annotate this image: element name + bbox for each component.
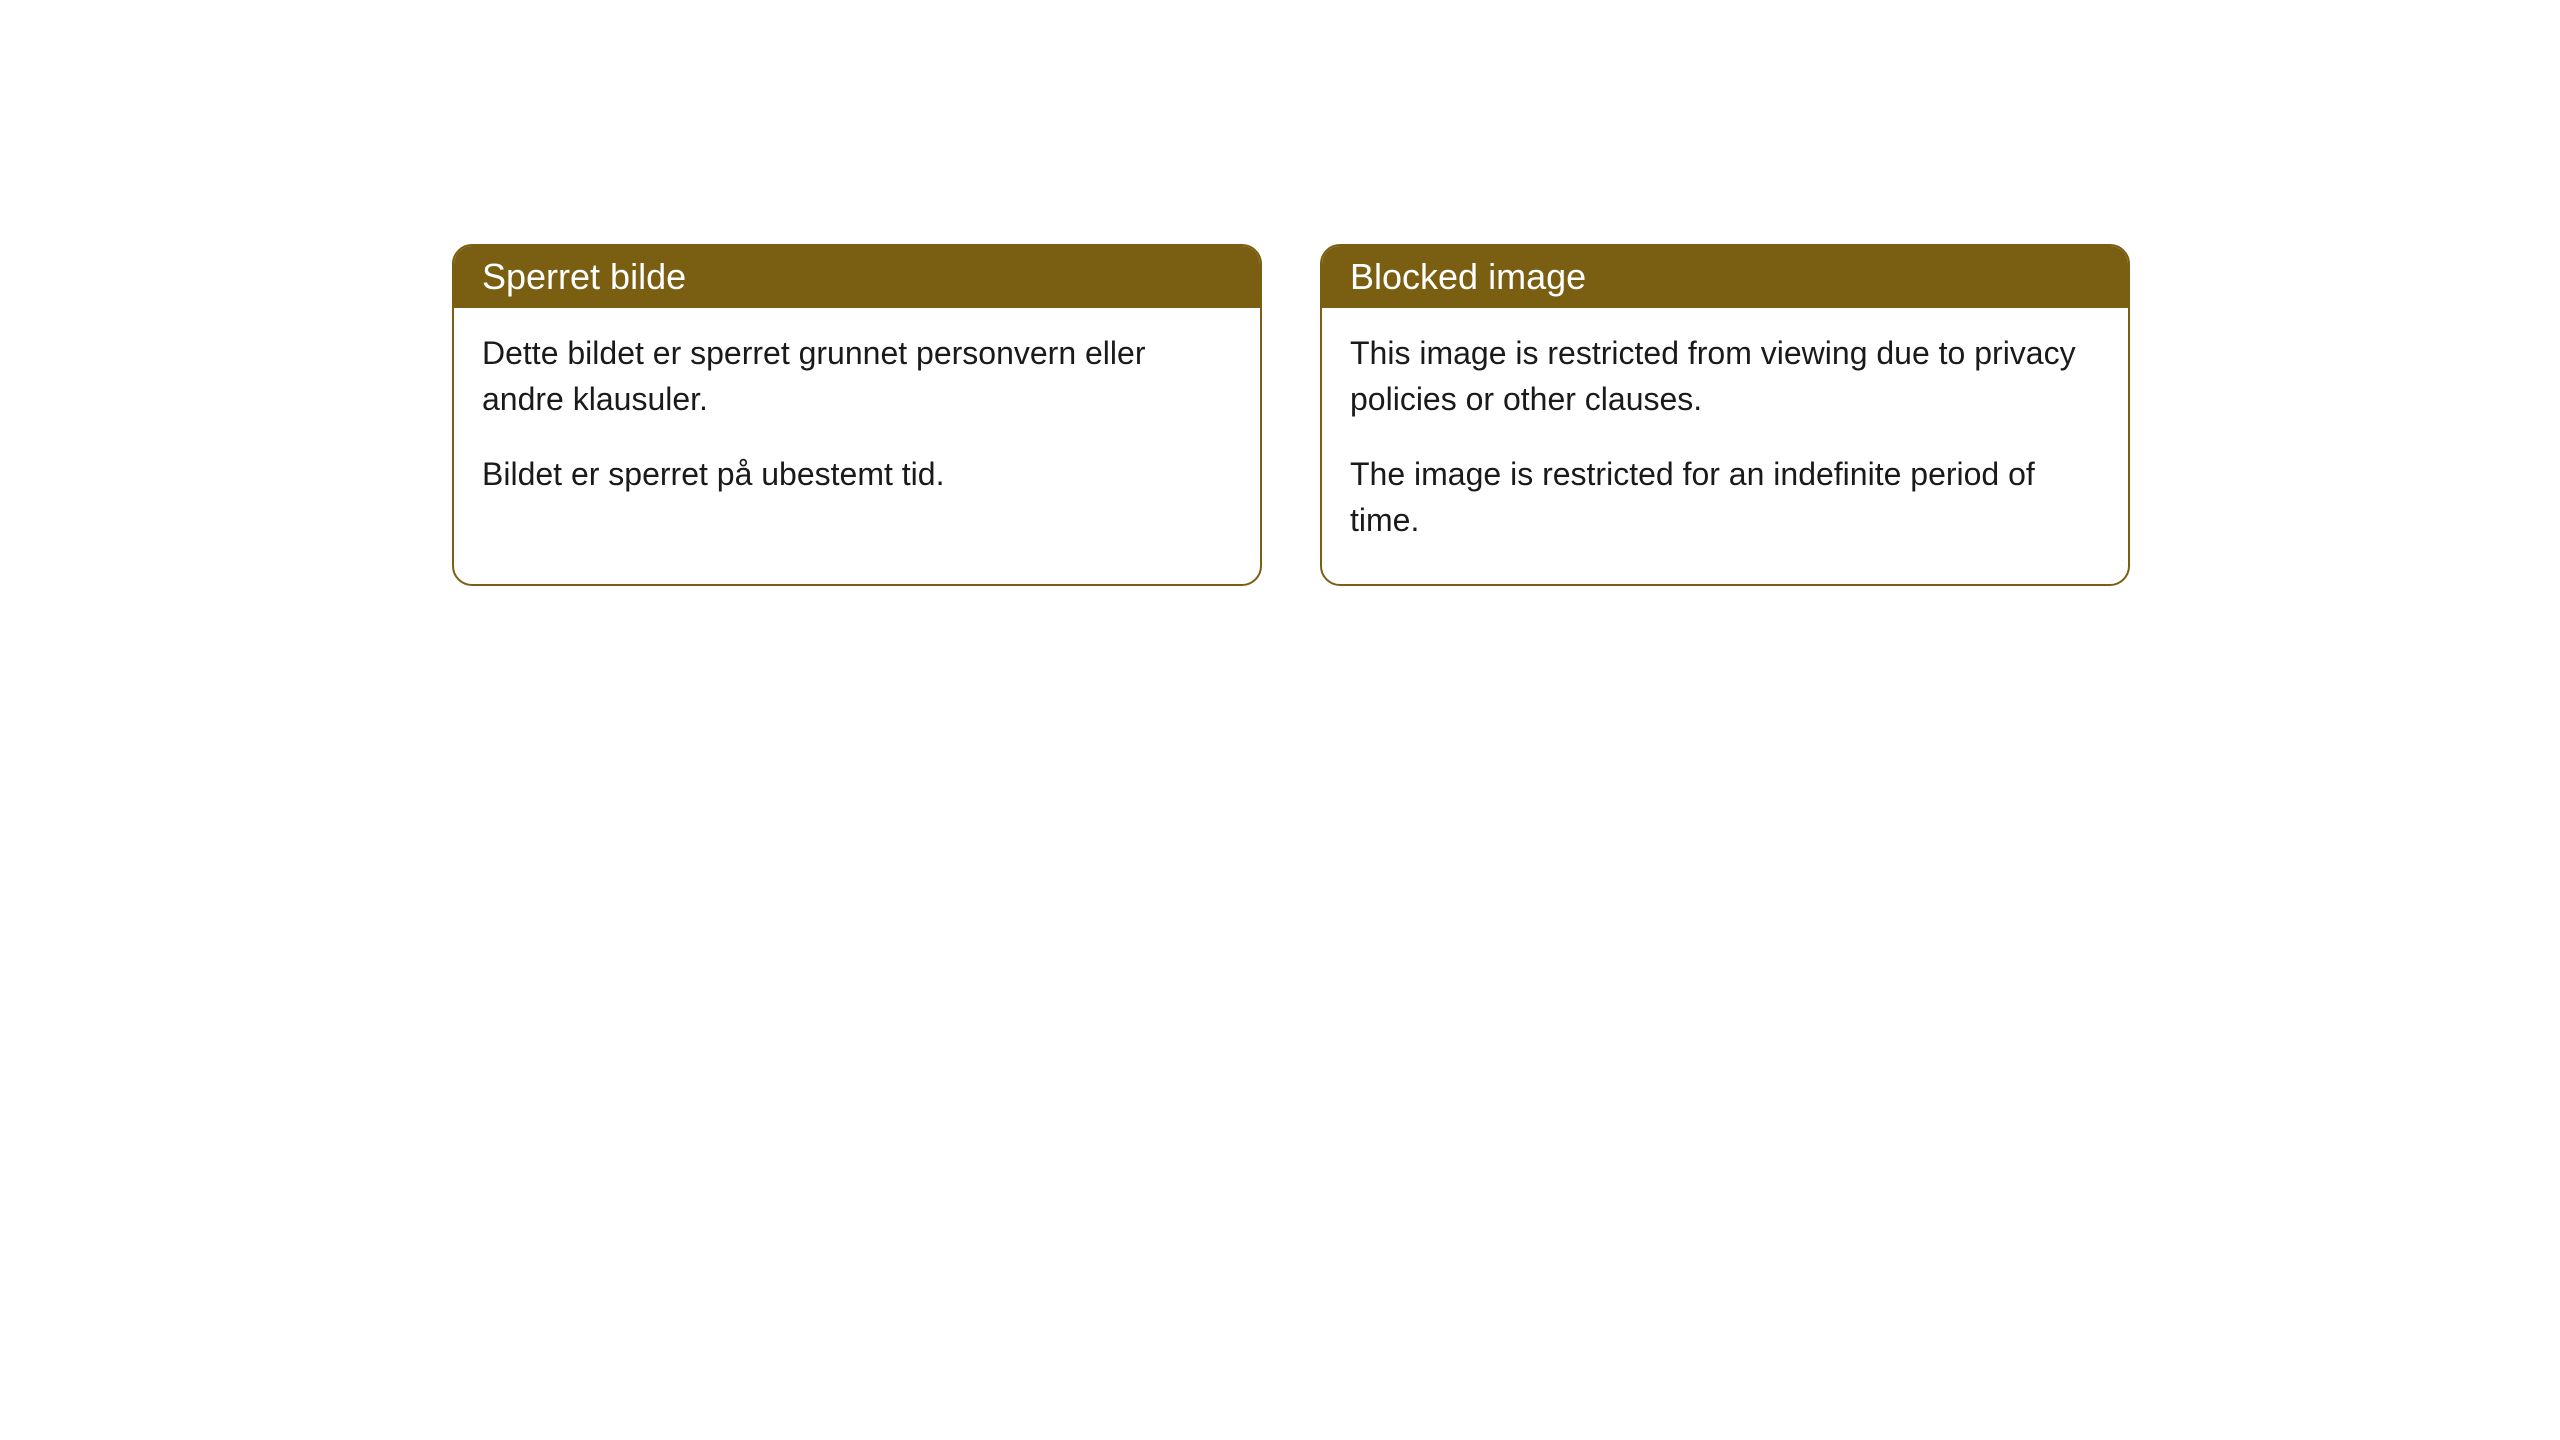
blocked-image-card-en: Blocked image This image is restricted f… bbox=[1320, 244, 2130, 586]
card-paragraph-2-no: Bildet er sperret på ubestemt tid. bbox=[482, 451, 1232, 497]
card-body-no: Dette bildet er sperret grunnet personve… bbox=[454, 308, 1260, 537]
card-title-en: Blocked image bbox=[1322, 246, 2128, 308]
notice-container: Sperret bilde Dette bildet er sperret gr… bbox=[452, 244, 2130, 586]
card-paragraph-2-en: The image is restricted for an indefinit… bbox=[1350, 451, 2100, 544]
blocked-image-card-no: Sperret bilde Dette bildet er sperret gr… bbox=[452, 244, 1262, 586]
card-title-no: Sperret bilde bbox=[454, 246, 1260, 308]
card-body-en: This image is restricted from viewing du… bbox=[1322, 308, 2128, 584]
card-paragraph-1-no: Dette bildet er sperret grunnet personve… bbox=[482, 330, 1232, 423]
card-paragraph-1-en: This image is restricted from viewing du… bbox=[1350, 330, 2100, 423]
